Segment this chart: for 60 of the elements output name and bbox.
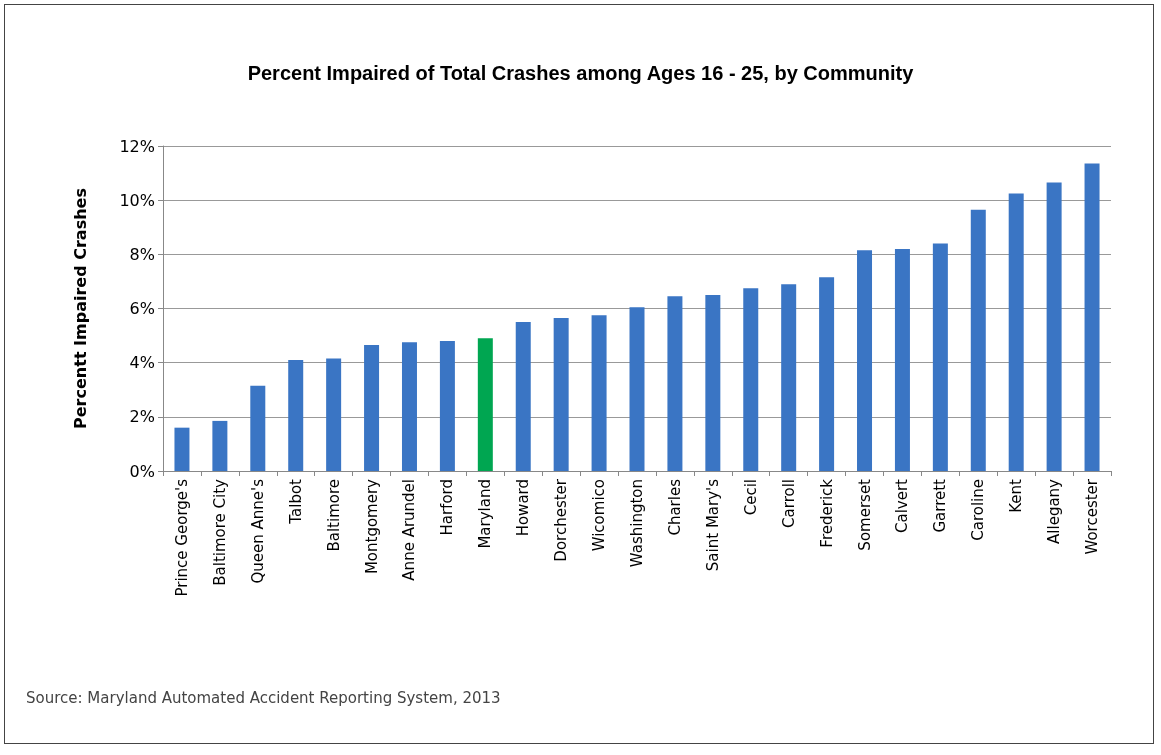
bar xyxy=(288,359,304,471)
x-tick-label: Allegany xyxy=(1045,478,1064,544)
y-axis-title: Percentt Impaired Crashes xyxy=(70,188,90,429)
x-tick-label: Charles xyxy=(665,478,684,536)
bar xyxy=(591,315,607,471)
bar xyxy=(401,342,417,471)
bar xyxy=(553,317,569,471)
bar xyxy=(515,322,531,471)
bar xyxy=(477,338,493,471)
x-tick-label: Calvert xyxy=(893,478,912,533)
y-tick-label: 8% xyxy=(129,244,155,264)
y-tick-label: 0% xyxy=(129,461,155,481)
x-tick-label: Talbot xyxy=(286,478,305,525)
y-tick-label: 2% xyxy=(129,407,155,427)
x-tick-label: Somerset xyxy=(855,478,874,551)
x-tick-label: Montgomery xyxy=(362,478,381,575)
x-tick-label: Kent xyxy=(1007,478,1026,513)
bar xyxy=(932,243,948,471)
bar xyxy=(326,358,342,471)
x-tick-label: Worcester xyxy=(1083,478,1102,555)
bar xyxy=(857,250,873,471)
x-tick-label: Howard xyxy=(514,479,533,537)
bar xyxy=(250,385,266,471)
y-tick-label: 12% xyxy=(119,136,155,156)
bar xyxy=(970,209,986,471)
x-tick-label: Cecil xyxy=(741,479,760,516)
bar xyxy=(212,420,228,471)
bar xyxy=(439,341,455,471)
x-tick-label: Harford xyxy=(438,479,457,536)
bar xyxy=(743,288,759,471)
y-tick-label: 4% xyxy=(129,353,155,373)
bar xyxy=(819,277,835,471)
y-tick-label: 10% xyxy=(119,190,155,210)
x-tick-label: Queen Anne's xyxy=(248,478,267,584)
x-tick-label: Frederick xyxy=(817,478,836,548)
x-tick-label: Dorchester xyxy=(552,478,571,562)
bar xyxy=(781,284,797,471)
x-tick-label: Saint Mary's xyxy=(703,478,722,572)
x-tick-label: Anne Arundel xyxy=(400,479,419,581)
bar xyxy=(1084,163,1100,471)
x-tick-label: Baltimore xyxy=(324,479,343,552)
x-tick-label: Baltimore City xyxy=(210,478,229,586)
bar xyxy=(705,294,721,471)
x-tick-label: Carroll xyxy=(779,479,798,528)
bar xyxy=(1008,193,1024,471)
x-tick-label: Garrett xyxy=(931,478,950,533)
bar xyxy=(1046,182,1062,471)
x-tick-label: Washington xyxy=(628,479,646,568)
chart-title: Percent Impaired of Total Crashes among Ages 16 - 25, by Community xyxy=(247,62,915,84)
bar xyxy=(667,296,683,471)
bar xyxy=(894,248,910,471)
bar xyxy=(174,427,190,471)
x-tick-label: Prince George's xyxy=(172,478,191,597)
bar xyxy=(364,345,380,471)
x-tick-label: Caroline xyxy=(969,479,988,541)
bar xyxy=(629,307,645,471)
y-tick-label: 6% xyxy=(129,299,155,318)
x-tick-label: Wicomico xyxy=(590,479,609,552)
source-note: Source: Maryland Automated Accident Reporting System, 2013 xyxy=(26,688,501,707)
x-tick-label: Maryland xyxy=(476,479,495,549)
